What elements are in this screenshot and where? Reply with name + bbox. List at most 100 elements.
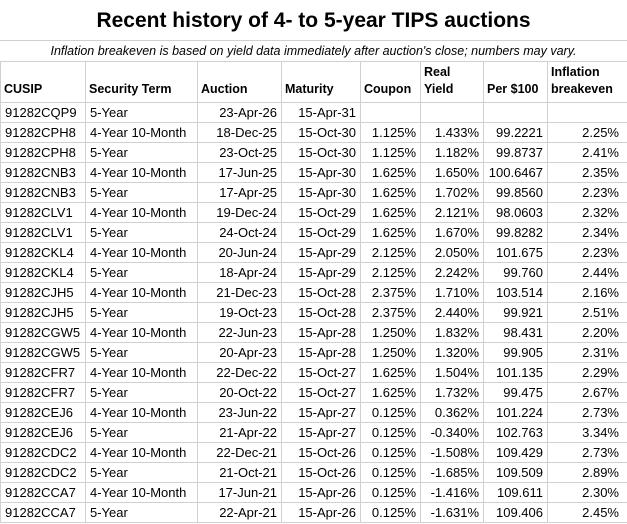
cell-inflation-breakeven: 2.23%: [547, 241, 627, 263]
cell-maturity: 15-Apr-26: [281, 501, 361, 523]
cell-maturity: 15-Apr-30: [281, 181, 361, 203]
table-row: 91282CDC2 5-Year 21-Oct-21 15-Oct-26 0.125% -…: [0, 461, 627, 483]
cell-real-yield: 2.440%: [420, 301, 484, 323]
table-row: 91282CDC2 4-Year 10-Month 22-Dec-21 15-Oct-…: [0, 441, 627, 463]
cell-per-100: 99.921: [483, 301, 548, 323]
cell-auction: 17-Apr-25: [197, 181, 282, 203]
cell-security-term: 5-Year: [85, 301, 198, 323]
cell-coupon: 0.125%: [360, 441, 421, 463]
cell-cusip: 91282CPH8: [0, 141, 86, 163]
cell-maturity: 15-Oct-26: [281, 461, 361, 483]
cell-security-term: 5-Year: [85, 261, 198, 283]
cell-per-100: 98.0603: [483, 201, 548, 223]
cell-auction: 20-Apr-23: [197, 341, 282, 363]
cell-security-term: 4-Year 10-Month: [85, 441, 198, 463]
cell-real-yield: -1.508%: [420, 441, 484, 463]
cell-cusip: 91282CEJ6: [0, 421, 86, 443]
cell-auction: 23-Oct-25: [197, 141, 282, 163]
table-row: 91282CJH5 4-Year 10-Month 21-Dec-23 15-Oct-…: [0, 281, 627, 303]
column-header-maturity: Maturity: [281, 61, 361, 103]
table-row: 91282CGW5 5-Year 20-Apr-23 15-Apr-28 1.250% 1…: [0, 341, 627, 363]
cell-real-yield: -1.685%: [420, 461, 484, 483]
cell-security-term: 4-Year 10-Month: [85, 121, 198, 143]
cell-inflation-breakeven: 2.29%: [547, 361, 627, 383]
cell-maturity: 15-Oct-30: [281, 121, 361, 143]
cell-auction: 22-Dec-21: [197, 441, 282, 463]
cell-auction: 19-Oct-23: [197, 301, 282, 323]
cell-real-yield: 1.732%: [420, 381, 484, 403]
cell-auction: 19-Dec-24: [197, 201, 282, 223]
column-header-auction: Auction: [197, 61, 282, 103]
cell-inflation-breakeven: 2.35%: [547, 161, 627, 183]
cell-per-100: 102.763: [483, 421, 548, 443]
cell-per-100: 103.514: [483, 281, 548, 303]
cell-per-100: 109.509: [483, 461, 548, 483]
cell-real-yield: 0.362%: [420, 401, 484, 423]
table-row: 91282CKL4 5-Year 18-Apr-24 15-Apr-29 2.125% 2…: [0, 261, 627, 283]
cell-cusip: 91282CLV1: [0, 201, 86, 223]
table-row: 91282CEJ6 4-Year 10-Month 23-Jun-22 15-Apr-…: [0, 401, 627, 423]
cell-cusip: 91282CFR7: [0, 361, 86, 383]
cell-coupon: 0.125%: [360, 481, 421, 503]
cell-auction: 20-Oct-22: [197, 381, 282, 403]
cell-security-term: 5-Year: [85, 501, 198, 523]
cell-per-100: 98.431: [483, 321, 548, 343]
cell-real-yield: -0.340%: [420, 421, 484, 443]
column-header-per-100: Per $100: [483, 61, 548, 103]
cell-real-yield: 2.050%: [420, 241, 484, 263]
table-row: 91282CNB3 5-Year 17-Apr-25 15-Apr-30 1.625% 1…: [0, 181, 627, 203]
cell-cusip: 91282CKL4: [0, 241, 86, 263]
cell-maturity: 15-Apr-29: [281, 261, 361, 283]
cell-inflation-breakeven: 2.89%: [547, 461, 627, 483]
column-header-real-yield: Real Yield: [420, 61, 484, 103]
column-header-security-term: Security Term: [85, 61, 198, 103]
cell-per-100: 109.429: [483, 441, 548, 463]
cell-maturity: 15-Oct-29: [281, 221, 361, 243]
cell-auction: 23-Apr-26: [197, 101, 282, 123]
table-body: 91282CQP9 5-Year 23-Apr-26 15-Apr-31 91282CP…: [0, 101, 627, 523]
cell-cusip: 91282CDC2: [0, 441, 86, 463]
cell-maturity: 15-Oct-29: [281, 201, 361, 223]
cell-real-yield: 2.121%: [420, 201, 484, 223]
cell-per-100: 99.8737: [483, 141, 548, 163]
cell-auction: 17-Jun-21: [197, 481, 282, 503]
cell-per-100: 99.475: [483, 381, 548, 403]
cell-coupon: 0.125%: [360, 461, 421, 483]
cell-cusip: 91282CQP9: [0, 101, 86, 123]
cell-auction: 17-Jun-25: [197, 161, 282, 183]
cell-cusip: 91282CEJ6: [0, 401, 86, 423]
cell-per-100: 109.611: [483, 481, 548, 503]
cell-inflation-breakeven: 2.67%: [547, 381, 627, 403]
cell-per-100: 99.8560: [483, 181, 548, 203]
cell-maturity: 15-Oct-28: [281, 301, 361, 323]
page-subtitle: Inflation breakeven is based on yield da…: [50, 44, 577, 58]
table-header: CUSIP Security Term Auction Maturity Coupon R…: [0, 61, 627, 103]
cell-coupon: 1.625%: [360, 161, 421, 183]
cell-inflation-breakeven: 2.45%: [547, 501, 627, 523]
table-row: 91282CPH8 4-Year 10-Month 18-Dec-25 15-Oct-…: [0, 121, 627, 143]
cell-inflation-breakeven: 2.44%: [547, 261, 627, 283]
cell-maturity: 15-Apr-26: [281, 481, 361, 503]
cell-auction: 23-Jun-22: [197, 401, 282, 423]
cell-security-term: 4-Year 10-Month: [85, 321, 198, 343]
cell-inflation-breakeven: 2.23%: [547, 181, 627, 203]
cell-cusip: 91282CJH5: [0, 281, 86, 303]
cell-cusip: 91282CLV1: [0, 221, 86, 243]
cell-cusip: 91282CDC2: [0, 461, 86, 483]
cell-security-term: 5-Year: [85, 141, 198, 163]
cell-security-term: 5-Year: [85, 181, 198, 203]
cell-maturity: 15-Oct-26: [281, 441, 361, 463]
cell-coupon: 1.625%: [360, 361, 421, 383]
cell-cusip: 91282CNB3: [0, 181, 86, 203]
table-row: 91282CFR7 4-Year 10-Month 22-Dec-22 15-Oct-…: [0, 361, 627, 383]
cell-per-100: 101.224: [483, 401, 548, 423]
cell-real-yield: -1.631%: [420, 501, 484, 523]
cell-per-100: 99.8282: [483, 221, 548, 243]
cell-real-yield: 1.433%: [420, 121, 484, 143]
cell-security-term: 5-Year: [85, 461, 198, 483]
cell-real-yield: 1.504%: [420, 361, 484, 383]
table-row: 91282CCA7 5-Year 22-Apr-21 15-Apr-26 0.125% -…: [0, 501, 627, 523]
cell-maturity: 15-Oct-30: [281, 141, 361, 163]
cell-coupon: 1.625%: [360, 381, 421, 403]
